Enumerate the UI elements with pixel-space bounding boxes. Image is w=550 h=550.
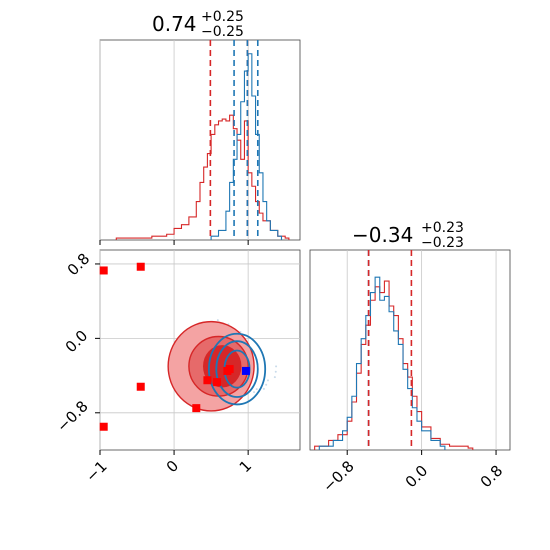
histogram-blue (318, 276, 446, 450)
red-contour-level-2 (203, 345, 242, 388)
panel-top-left-title-plus: +0.25 (201, 9, 244, 25)
panel-bottom-right-title-minus: −0.23 (421, 235, 464, 251)
red-marker (136, 262, 145, 271)
y-tick-label-0.8: 0.8 (64, 250, 94, 280)
histogram-red (314, 280, 474, 450)
sample-point (216, 319, 219, 322)
br-x-tick-label-neg0.8: −0.8 (319, 457, 357, 495)
histogram-red (115, 114, 290, 240)
red-marker (203, 376, 212, 385)
panel-bottom-right-frame (309, 249, 511, 451)
red-marker (192, 404, 201, 413)
y-tick-label-0.0: 0.0 (62, 327, 92, 357)
blue-marker (241, 366, 250, 375)
sample-point (262, 387, 265, 390)
red-marker (213, 378, 222, 387)
x-tick-label-0: 0 (163, 457, 182, 476)
sample-point (255, 388, 258, 391)
histogram-blue (210, 53, 283, 240)
panel-top-left-frame (99, 39, 301, 241)
sample-point (266, 379, 269, 382)
br-x-tick-label-0.8: 0.8 (477, 462, 507, 492)
panel-top-left: 0.74 +0.25 −0.25 (99, 9, 301, 245)
panel-bottom-right-content (314, 250, 497, 455)
panel-bottom-left: 0.8 0.0 −0.8 −1 0 1 (53, 249, 301, 486)
panel-top-left-title-value: 0.74 (152, 12, 197, 36)
panel-top-left-title-minus: −0.25 (201, 24, 244, 40)
panel-top-left-content (99, 40, 290, 245)
panel-bottom-right-title-value: −0.34 (352, 223, 413, 247)
x-tick-label-1: 1 (236, 457, 255, 476)
red-marker (225, 365, 234, 374)
panel-bottom-right-title-plus: +0.23 (421, 220, 464, 236)
sample-point (253, 391, 256, 394)
sample-point (273, 376, 276, 379)
panel-bottom-right: −0.34 +0.23 −0.23 −0.8 0.0 0.8 (309, 220, 511, 496)
blue-contour-level-1 (215, 340, 259, 398)
br-x-tick-label-0.0: 0.0 (402, 462, 432, 492)
y-tick-label-neg0.8: −0.8 (53, 397, 91, 435)
sample-point (274, 370, 277, 373)
red-marker (99, 266, 108, 275)
red-marker (99, 422, 108, 431)
sample-point (265, 383, 268, 386)
x-tick-label-neg1: −1 (82, 457, 110, 485)
red-marker (136, 382, 145, 391)
sample-point (275, 365, 278, 368)
blue-contour-level-0 (207, 332, 267, 406)
panel-bottom-left-content (95, 250, 300, 455)
